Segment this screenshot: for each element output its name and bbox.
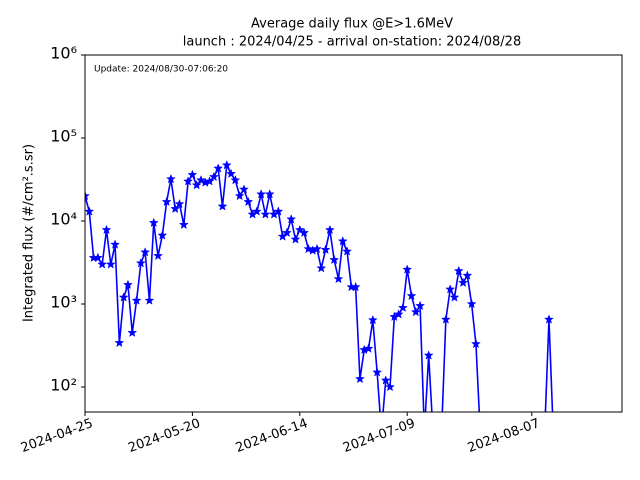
- star-marker: [256, 189, 267, 199]
- star-marker: [183, 176, 194, 186]
- star-marker: [251, 206, 262, 216]
- star-marker: [230, 175, 241, 185]
- star-marker: [208, 171, 219, 182]
- star-marker: [458, 277, 469, 288]
- star-marker: [320, 244, 331, 255]
- star-marker: [85, 206, 95, 216]
- annotation: Update: 2024/08/30-07:06:20: [94, 65, 228, 75]
- star-marker: [354, 373, 365, 384]
- star-marker: [178, 219, 189, 230]
- y-tick-label: 10²: [50, 376, 77, 395]
- star-marker: [402, 264, 413, 274]
- star-marker: [385, 381, 395, 392]
- star-marker: [174, 198, 185, 209]
- star-marker: [148, 217, 159, 228]
- star-marker: [544, 314, 554, 324]
- star-marker: [85, 190, 90, 201]
- star-marker: [213, 163, 224, 173]
- star-marker: [324, 224, 335, 235]
- star-marker: [423, 350, 434, 360]
- star-marker: [187, 169, 198, 180]
- star-marker: [406, 290, 417, 301]
- star-marker: [135, 258, 146, 268]
- star-marker: [281, 227, 292, 238]
- star-marker: [217, 201, 228, 211]
- star-marker: [153, 250, 163, 261]
- star-marker: [196, 175, 206, 185]
- star-marker: [316, 263, 327, 273]
- star-marker: [114, 337, 125, 348]
- star-marker: [333, 273, 344, 284]
- star-marker: [290, 234, 301, 244]
- star-marker: [118, 292, 129, 302]
- star-marker: [367, 314, 378, 325]
- star-marker: [221, 160, 232, 170]
- star-marker: [226, 168, 237, 179]
- star-marker: [191, 179, 202, 190]
- star-marker: [123, 279, 133, 290]
- star-marker: [165, 173, 176, 184]
- y-axis-label: Integrated flux (#/cm².s.sr): [22, 144, 37, 322]
- y-tick-label: 10³: [50, 293, 77, 312]
- data-line: [85, 162, 554, 412]
- star-marker: [329, 254, 340, 265]
- star-marker: [157, 230, 168, 240]
- star-marker: [105, 259, 116, 269]
- star-marker: [393, 309, 404, 319]
- chart-title: Average daily flux @E>1.6MeV: [251, 17, 453, 32]
- y-tick-label: 10⁶: [50, 44, 77, 63]
- star-marker: [445, 284, 456, 294]
- star-marker: [363, 343, 374, 353]
- star-marker: [234, 190, 245, 201]
- star-marker: [410, 306, 421, 317]
- star-marker: [92, 252, 103, 263]
- star-marker: [101, 224, 112, 235]
- star-marker: [415, 300, 426, 311]
- star-marker: [144, 295, 155, 305]
- y-tick-label: 10⁵: [50, 127, 77, 146]
- star-marker: [127, 327, 138, 338]
- star-marker: [380, 375, 391, 385]
- star-marker: [161, 196, 172, 207]
- star-marker: [397, 302, 408, 313]
- star-marker: [260, 209, 271, 219]
- star-marker: [264, 189, 275, 199]
- star-marker: [140, 247, 151, 257]
- star-marker: [131, 295, 142, 305]
- star-marker: [440, 314, 451, 324]
- star-marker: [110, 239, 121, 249]
- star-marker: [299, 227, 310, 238]
- star-marker: [342, 246, 353, 256]
- star-marker: [97, 259, 108, 269]
- star-marker: [337, 236, 348, 246]
- star-marker: [273, 206, 284, 216]
- star-marker: [243, 196, 254, 207]
- star-marker: [453, 265, 464, 276]
- chart-subtitle: launch : 2024/04/25 - arrival on-station…: [183, 35, 521, 50]
- star-marker: [466, 298, 477, 309]
- star-marker: [303, 243, 314, 254]
- star-marker: [462, 270, 473, 280]
- star-marker: [372, 367, 383, 377]
- star-marker: [312, 243, 322, 254]
- star-marker: [238, 184, 249, 194]
- star-marker: [204, 176, 215, 186]
- plot-frame: [84, 54, 623, 413]
- star-marker: [170, 203, 181, 214]
- plot-area: [85, 160, 554, 412]
- star-marker: [294, 224, 305, 235]
- star-marker: [470, 338, 481, 349]
- star-marker: [449, 292, 460, 302]
- star-marker: [350, 281, 361, 292]
- y-tick-label: 10⁴: [50, 210, 77, 229]
- star-marker: [286, 214, 297, 224]
